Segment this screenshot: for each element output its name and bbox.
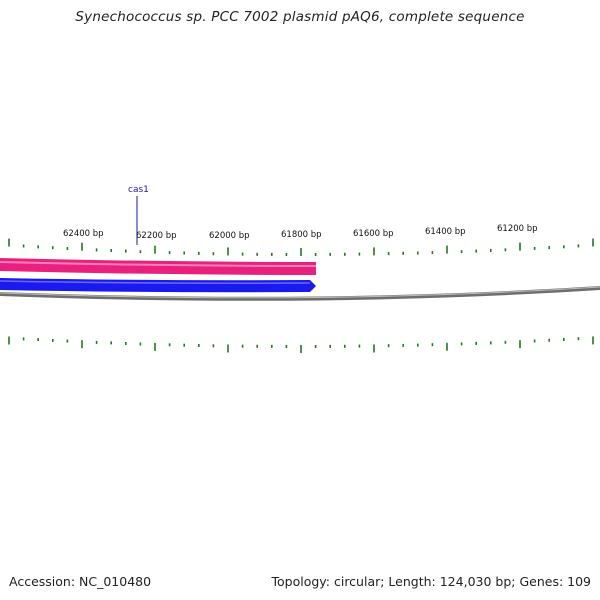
plasmid-backbone (0, 286, 600, 301)
accession-text: Accession: NC_010480 (9, 574, 152, 589)
reverse-feature-arrow (0, 278, 316, 293)
upper-tick-row (8, 238, 594, 256)
lower-tick-row (8, 336, 594, 353)
tick-label-61400: 61400 bp (425, 227, 466, 237)
tick-label-61200: 61200 bp (497, 224, 538, 234)
reverse-feature-highlight (0, 280, 311, 284)
tick-label-62000: 62000 bp (209, 231, 250, 241)
plasmid-backbone-highlight (0, 286, 600, 299)
tick-label-62200: 62200 bp (136, 231, 177, 241)
map-title: Synechococcus sp. PCC 7002 plasmid pAQ6,… (75, 9, 525, 25)
forward-feature-highlight (0, 261, 317, 267)
topology-summary: Topology: circular; Length: 124,030 bp; … (271, 574, 592, 589)
tick-label-62400: 62400 bp (63, 229, 104, 239)
tick-label-61600: 61600 bp (353, 229, 394, 239)
cas1-label: cas1 (128, 185, 149, 195)
forward-feature-bar (0, 258, 316, 275)
tick-label-61800: 61800 bp (281, 230, 322, 240)
